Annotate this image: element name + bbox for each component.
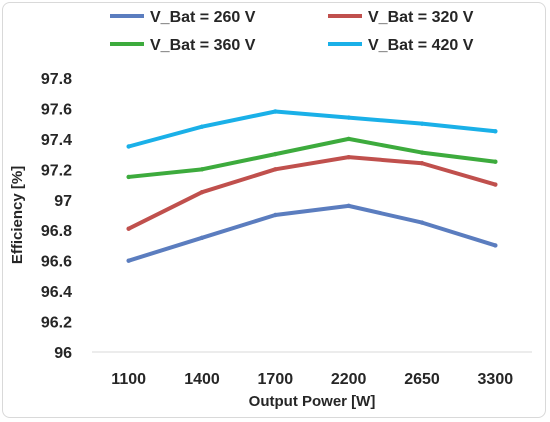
data-point (493, 182, 498, 187)
y-tick-label: 97.4 (41, 132, 72, 149)
y-axis-tick-labels: 96 96.2 96.4 96.6 96.8 97 97.2 97.4 97.6 97.8 (41, 71, 72, 362)
chart-frame (2, 2, 546, 418)
legend-item: V_Bat = 360 V (110, 37, 256, 54)
data-point (126, 226, 131, 231)
data-point (493, 243, 498, 248)
data-point (493, 159, 498, 164)
legend-label: V_Bat = 320 V (368, 9, 474, 26)
series-line-4 (126, 109, 498, 149)
data-point (346, 136, 351, 142)
data-point (273, 151, 278, 157)
data-point (273, 167, 278, 172)
y-tick-label: 96.6 (41, 254, 72, 271)
data-point (419, 150, 425, 155)
x-tick-label: 2200 (331, 371, 367, 388)
data-point (199, 189, 205, 195)
data-point (273, 109, 278, 114)
data-point (346, 154, 351, 160)
data-point (126, 144, 131, 149)
data-point (419, 121, 425, 126)
data-point (126, 174, 131, 180)
y-tick-label: 96.2 (41, 315, 72, 332)
legend-item: V_Bat = 420 V (328, 37, 474, 54)
x-tick-label: 1400 (184, 371, 220, 388)
y-axis-title: Efficiency [%] (9, 166, 26, 264)
y-tick-label: 97.8 (41, 71, 72, 88)
data-point (346, 203, 351, 209)
x-tick-label: 2650 (404, 371, 440, 388)
y-tick-label: 97 (54, 193, 72, 210)
y-tick-label: 97.2 (41, 162, 72, 179)
series-lines (126, 109, 498, 263)
series-line-1 (126, 203, 498, 263)
data-point (419, 161, 425, 166)
data-point (199, 235, 205, 241)
legend: V_Bat = 260 V V_Bat = 320 V V_Bat = 360 V V… (110, 9, 474, 54)
y-tick-label: 96.4 (41, 284, 72, 301)
data-point (419, 220, 425, 225)
data-point (199, 167, 205, 172)
legend-label: V_Bat = 360 V (150, 37, 256, 54)
y-tick-label: 96.8 (41, 223, 72, 240)
data-point (199, 124, 205, 129)
legend-item: V_Bat = 320 V (328, 9, 474, 26)
x-axis-tick-labels: 1100 1400 1700 2200 2650 3300 (111, 371, 513, 388)
y-tick-label: 97.6 (41, 101, 72, 118)
legend-item: V_Bat = 260 V (110, 9, 256, 26)
data-point (493, 129, 498, 134)
series-line-3 (126, 136, 498, 179)
data-point (346, 115, 351, 120)
x-tick-label: 1700 (258, 371, 294, 388)
series-line-2 (126, 155, 498, 231)
data-point (126, 258, 131, 263)
y-tick-label: 96 (54, 345, 72, 362)
x-axis-title: Output Power [W] (249, 393, 376, 410)
legend-label: V_Bat = 420 V (368, 37, 474, 54)
x-tick-label: 3300 (478, 371, 514, 388)
data-point (273, 212, 278, 218)
legend-label: V_Bat = 260 V (150, 9, 256, 26)
x-tick-label: 1100 (111, 371, 146, 388)
